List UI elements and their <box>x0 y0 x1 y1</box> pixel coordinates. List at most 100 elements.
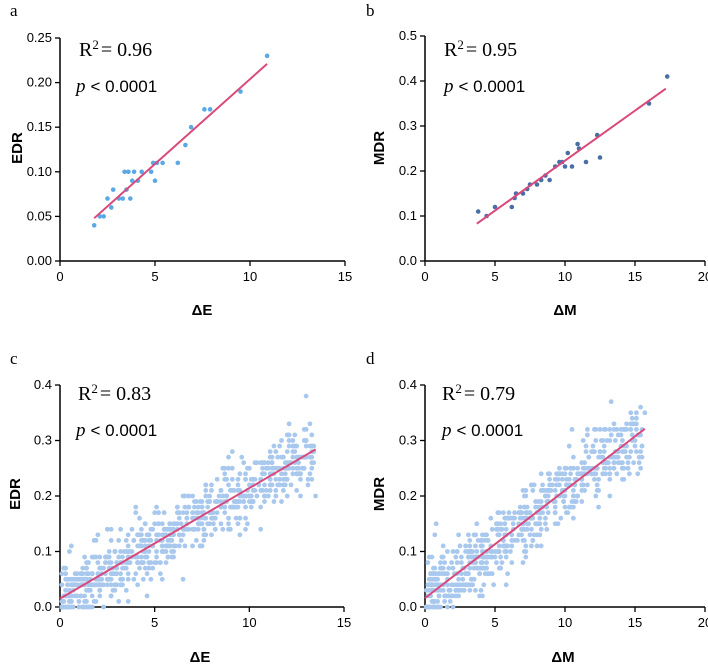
data-point-d-133 <box>625 460 631 466</box>
data-point-c-657 <box>112 549 118 554</box>
data-point-d-366 <box>557 482 562 488</box>
data-point-c-114 <box>235 521 241 527</box>
data-point-c-666 <box>139 560 144 565</box>
data-point-d-519 <box>450 565 456 571</box>
x-tick-label-c-1: 5 <box>151 615 158 630</box>
data-point-d-566 <box>495 526 501 532</box>
data-point-d-279 <box>607 427 613 432</box>
data-point-d-473 <box>568 504 573 510</box>
data-point-c-662 <box>180 510 186 516</box>
data-point-d-619 <box>425 582 431 588</box>
data-point-c-466 <box>243 504 248 510</box>
x-axis-label-b: ΔM <box>553 302 576 319</box>
data-point-c-252 <box>133 510 139 516</box>
y-tick-label-a-4: 0.20 <box>27 75 52 90</box>
data-point-c-601 <box>146 532 152 538</box>
data-point-d-302 <box>523 510 529 516</box>
data-point-d-624 <box>597 449 603 454</box>
data-point-d-130 <box>503 582 509 588</box>
data-point-c-656 <box>258 526 264 532</box>
data-point-c-648 <box>156 521 161 527</box>
data-point-d-648 <box>606 460 611 466</box>
data-point-d-510 <box>557 471 562 477</box>
data-point-d-494 <box>463 543 468 549</box>
data-point-d-596 <box>519 526 524 532</box>
data-point-b-16 <box>562 164 568 169</box>
data-point-c-45 <box>95 532 101 538</box>
data-point-c-326 <box>231 504 237 510</box>
data-point-c-361 <box>129 526 135 532</box>
data-point-d-311 <box>585 482 590 488</box>
r2-annotation-c: R2 = 0.83 <box>78 381 151 405</box>
data-point-d-467 <box>467 538 473 543</box>
data-point-d-481 <box>620 438 625 443</box>
data-point-c-75 <box>214 476 220 482</box>
data-point-c-576 <box>108 593 114 599</box>
data-point-d-21 <box>450 604 456 610</box>
data-point-c-653 <box>203 482 209 488</box>
data-point-c-143 <box>82 554 88 560</box>
data-point-c-622 <box>89 554 95 560</box>
data-point-d-502 <box>432 565 438 571</box>
data-point-a-23 <box>188 124 194 130</box>
data-point-d-512 <box>466 571 471 577</box>
p-text-d: < 0.0001 <box>457 421 524 440</box>
data-point-d-340 <box>520 488 526 493</box>
data-point-b-25 <box>664 74 670 79</box>
data-point-d-464 <box>480 593 485 599</box>
data-point-c-388 <box>123 587 129 593</box>
data-point-d-391 <box>621 427 627 432</box>
data-point-c-280 <box>286 421 292 427</box>
data-point-b-2 <box>492 204 498 210</box>
data-point-c-33 <box>131 576 137 582</box>
data-point-d-400 <box>523 543 529 549</box>
data-point-c-100 <box>106 549 112 554</box>
data-point-c-587 <box>129 549 135 554</box>
data-point-c-464 <box>171 554 177 560</box>
data-point-c-557 <box>243 493 248 499</box>
data-point-c-463 <box>116 599 122 604</box>
data-point-c-448 <box>267 449 273 454</box>
data-point-c-676 <box>95 582 101 588</box>
data-point-c-658 <box>282 460 288 466</box>
x-tick-label-d-4: 20 <box>698 615 708 630</box>
data-point-d-583 <box>519 532 524 538</box>
data-point-d-599 <box>596 504 601 510</box>
data-point-d-652 <box>569 427 575 432</box>
data-point-c-488 <box>135 532 141 538</box>
data-point-d-115 <box>473 587 478 593</box>
data-point-d-399 <box>530 488 536 493</box>
data-point-d-639 <box>559 476 565 482</box>
data-point-c-367 <box>229 476 235 482</box>
data-point-d-351 <box>484 560 489 565</box>
data-point-d-520 <box>564 482 569 488</box>
data-point-d-511 <box>508 549 513 554</box>
data-point-c-681 <box>262 460 267 466</box>
data-point-d-120 <box>624 421 629 427</box>
data-point-c-634 <box>210 510 216 516</box>
data-point-c-312 <box>233 515 239 521</box>
regression-line-d <box>424 428 646 599</box>
data-point-c-468 <box>239 454 245 460</box>
data-point-c-229 <box>63 571 69 577</box>
data-point-c-704 <box>80 604 86 610</box>
data-point-c-535 <box>76 604 82 610</box>
r2-value-b: = 0.95 <box>466 39 517 61</box>
data-point-d-375 <box>610 454 615 460</box>
data-point-c-623 <box>273 465 279 471</box>
data-point-c-429 <box>262 499 267 504</box>
data-point-d-190 <box>543 493 548 499</box>
data-point-c-555 <box>258 460 264 466</box>
data-point-c-588 <box>118 549 123 554</box>
data-point-d-452 <box>489 549 495 554</box>
data-point-d-559 <box>562 471 568 477</box>
data-point-c-324 <box>205 521 211 527</box>
data-point-d-654 <box>428 571 433 577</box>
data-point-c-605 <box>97 576 103 582</box>
data-point-c-585 <box>97 587 103 593</box>
data-point-c-373 <box>169 526 175 532</box>
data-point-d-621 <box>459 587 464 593</box>
data-point-d-157 <box>544 526 550 532</box>
data-point-d-447 <box>552 499 558 504</box>
data-point-d-637 <box>501 510 506 516</box>
